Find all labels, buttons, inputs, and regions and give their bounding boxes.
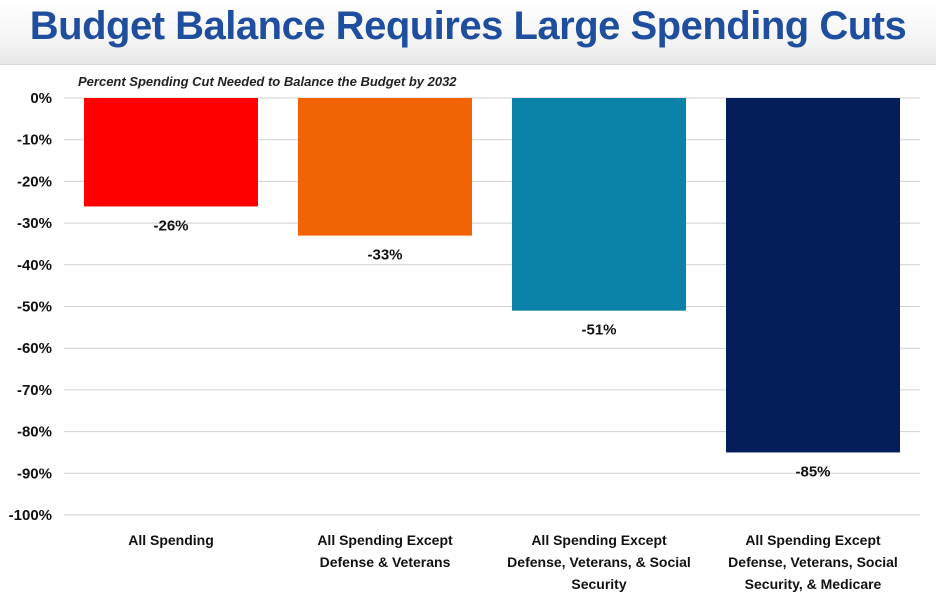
data-label: -33% — [367, 247, 402, 264]
y-tick-label: -90% — [17, 465, 52, 482]
y-tick-label: -80% — [17, 424, 52, 441]
y-tick-label: -70% — [17, 382, 52, 399]
y-tick-label: 0% — [30, 90, 52, 107]
category-label: All Spending Except — [531, 532, 667, 548]
category-label: All Spending Except — [745, 532, 881, 548]
category-label: Security, & Medicare — [745, 576, 882, 592]
data-label: -51% — [581, 322, 616, 339]
data-label: -85% — [795, 463, 830, 480]
category-label: All Spending — [128, 532, 214, 548]
data-label: -26% — [153, 217, 188, 234]
category-label: Defense & Veterans — [320, 554, 451, 570]
y-tick-label: -60% — [17, 340, 52, 357]
page-title: Budget Balance Requires Large Spending C… — [29, 4, 907, 48]
bar — [298, 98, 472, 236]
y-tick-label: -30% — [17, 215, 52, 232]
chart-subtitle: Percent Spending Cut Needed to Balance t… — [78, 74, 457, 89]
category-label: Defense, Veterans, Social — [728, 554, 898, 570]
bar — [512, 98, 686, 311]
title-band — [0, 0, 936, 65]
category-label: Defense, Veterans, & Social — [507, 554, 691, 570]
y-tick-label: -10% — [17, 132, 52, 149]
y-tick-label: -20% — [17, 173, 52, 190]
bar — [726, 98, 900, 453]
y-tick-label: -100% — [9, 507, 52, 524]
y-tick-label: -50% — [17, 299, 52, 316]
y-tick-label: -40% — [17, 257, 52, 274]
category-label: All Spending Except — [317, 532, 453, 548]
category-label: Security — [571, 576, 626, 592]
bar — [84, 98, 258, 207]
